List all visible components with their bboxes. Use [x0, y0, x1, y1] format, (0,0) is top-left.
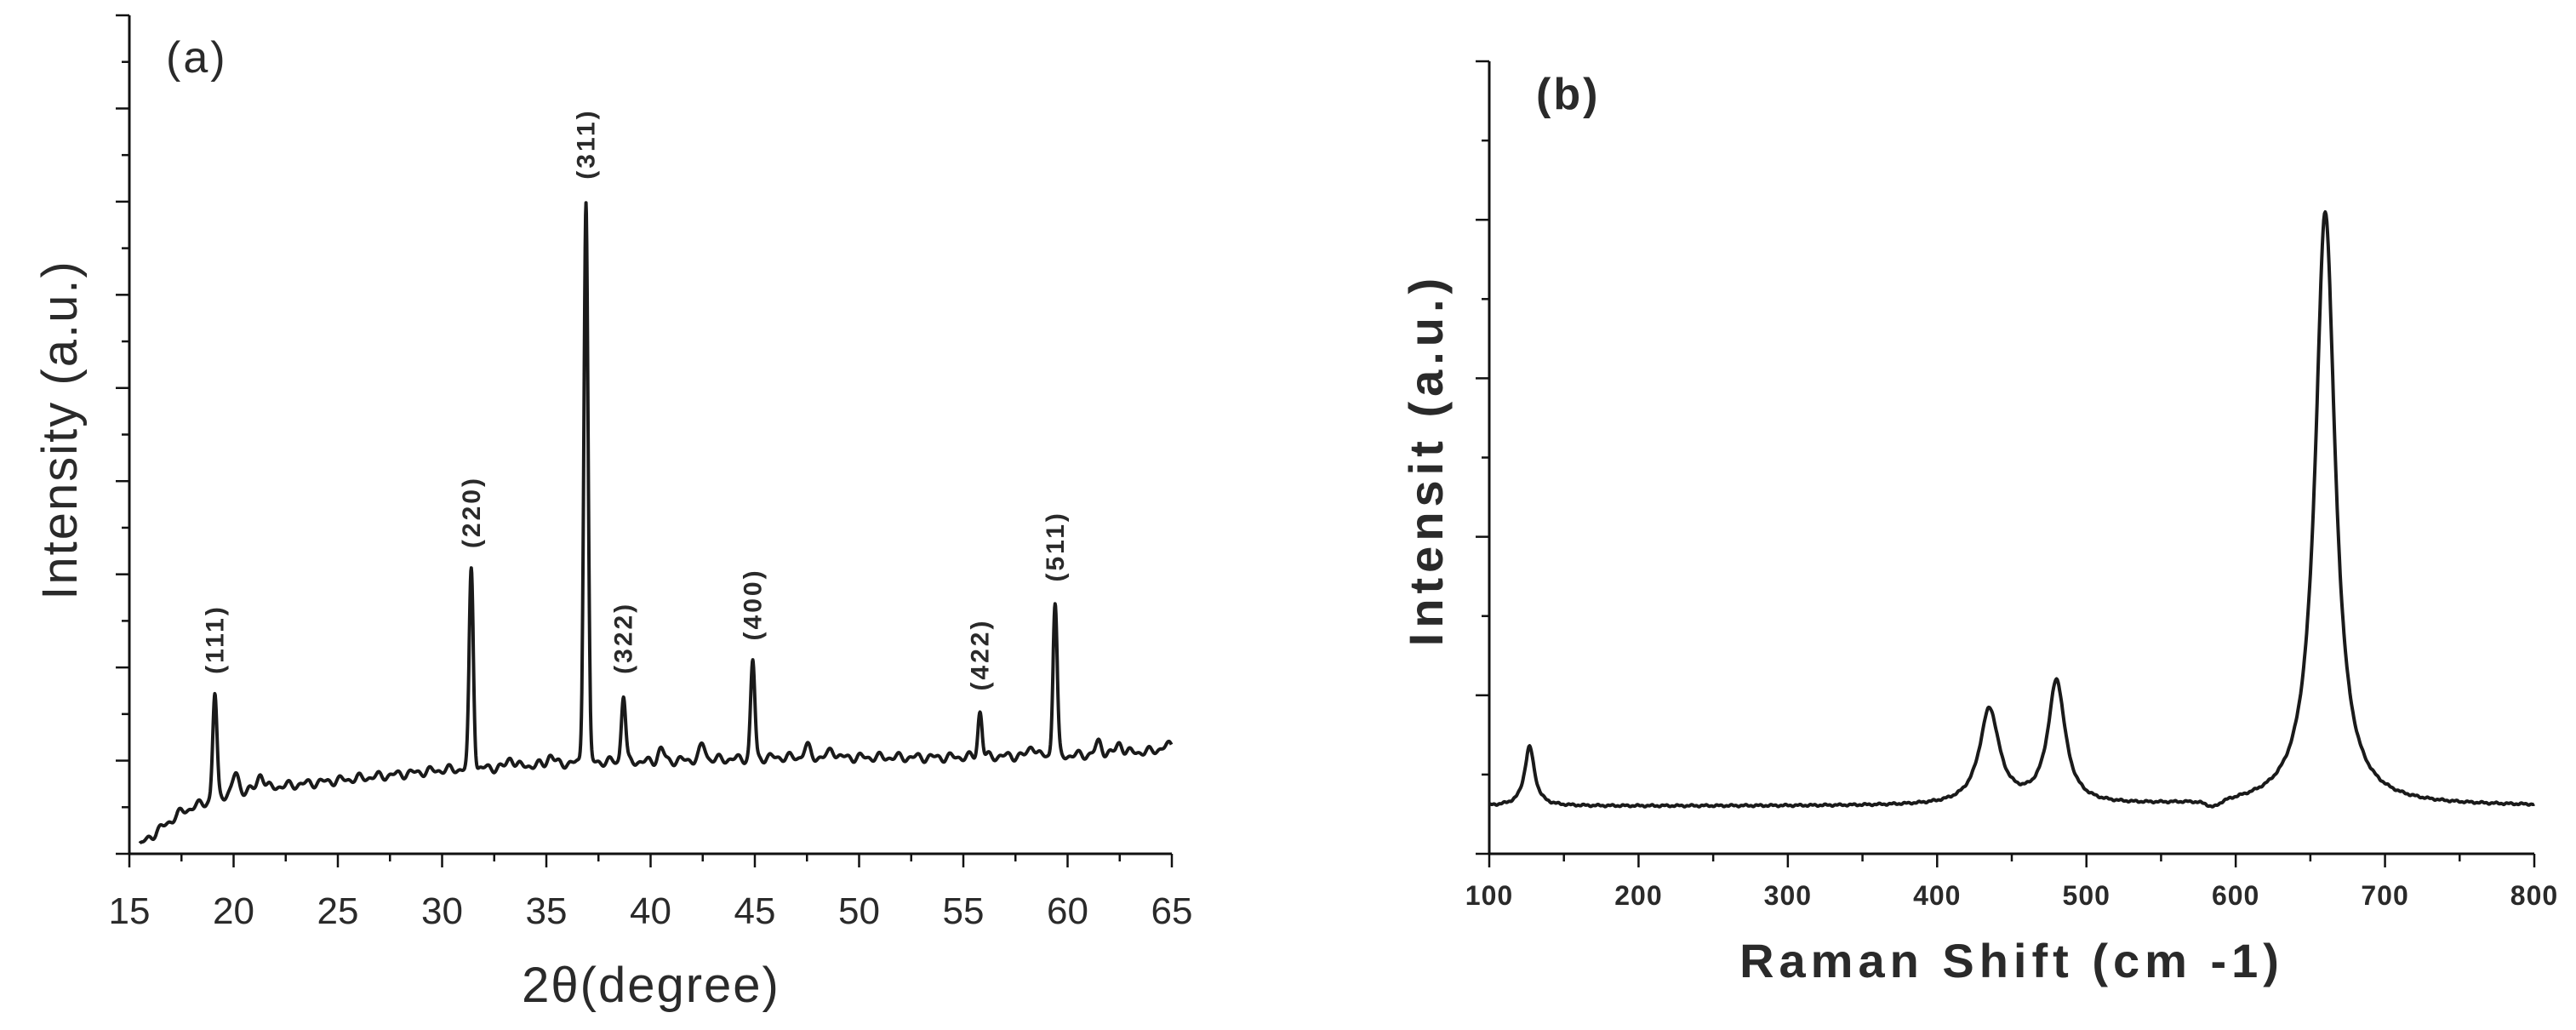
- panel-a-y-ticks: [116, 14, 129, 855]
- panel-a-peak-label: (322): [610, 602, 638, 674]
- panel-b-x-tick-label: 500: [2063, 880, 2110, 911]
- panel-b-x-tick-label: 400: [1913, 880, 1961, 911]
- panel-b-raman-curve: [1488, 210, 2536, 809]
- panel-b-raman-chart: (b) Intensit (a.u.) Raman Shift (cm -1) …: [1399, 60, 2558, 987]
- panel-a-y-axis-title: Intensity (a.u.): [32, 260, 88, 599]
- panel-b-x-tick-label: 600: [2212, 880, 2259, 911]
- panel-b-x-tick-label: 100: [1465, 880, 1513, 911]
- panel-a-x-tick-label: 25: [317, 890, 359, 932]
- panel-a-x-tick-label: 65: [1151, 890, 1193, 932]
- panel-b-x-tick-label: 800: [2510, 880, 2558, 911]
- panel-b-y-axis-title: Intensit (a.u.): [1399, 273, 1453, 646]
- panel-b-x-tick-label: 700: [2361, 880, 2408, 911]
- panel-a-x-tick-label: 60: [1047, 890, 1088, 932]
- panel-a-peak-labels: (111) (220) (311) (322) (400) (422) (511): [201, 108, 1069, 690]
- panel-a-x-axis-title: 2θ(degree): [522, 958, 780, 1013]
- panel-a-label: (a): [166, 33, 228, 83]
- panel-a-peak-label: (511): [1042, 511, 1070, 581]
- panel-a-peak-label: (311): [573, 108, 601, 179]
- panel-a-x-tick-label: 45: [734, 890, 776, 932]
- panel-a-xrd-chart: (a) Intensity (a.u.) 2θ(degree) 15 20 25 30…: [32, 14, 1193, 1013]
- panel-a-x-tick-label: 15: [109, 890, 151, 932]
- panel-b-x-ticks: 100 200 300 400 500 600 700 800: [1465, 854, 2558, 911]
- panel-a-peak-label: (400): [740, 568, 768, 640]
- panel-a-x-tick-label: 55: [943, 890, 985, 932]
- panel-a-x-tick-label: 20: [213, 890, 254, 932]
- panel-a-x-tick-label: 40: [630, 890, 671, 932]
- panel-a-x-ticks: 15 20 25 30 35 40 45 50 55 60 65: [109, 854, 1193, 932]
- panel-a-peak-label: (422): [967, 619, 995, 691]
- panel-a-peak-label: (220): [458, 476, 486, 548]
- panel-b-x-tick-label: 200: [1614, 880, 1662, 911]
- panel-a-x-tick-label: 30: [421, 890, 463, 932]
- panel-a-x-tick-label: 35: [526, 890, 568, 932]
- panel-a-xrd-curve: [138, 201, 1174, 845]
- panel-a-x-tick-label: 50: [838, 890, 880, 932]
- panel-b-label: (b): [1536, 70, 1600, 119]
- panel-b-y-ticks: [1476, 60, 1489, 855]
- panel-b-x-axis-title: Raman Shift (cm -1): [1739, 934, 2284, 987]
- panel-a-peak-label: (111): [201, 604, 229, 674]
- panel-b-x-tick-label: 300: [1764, 880, 1812, 911]
